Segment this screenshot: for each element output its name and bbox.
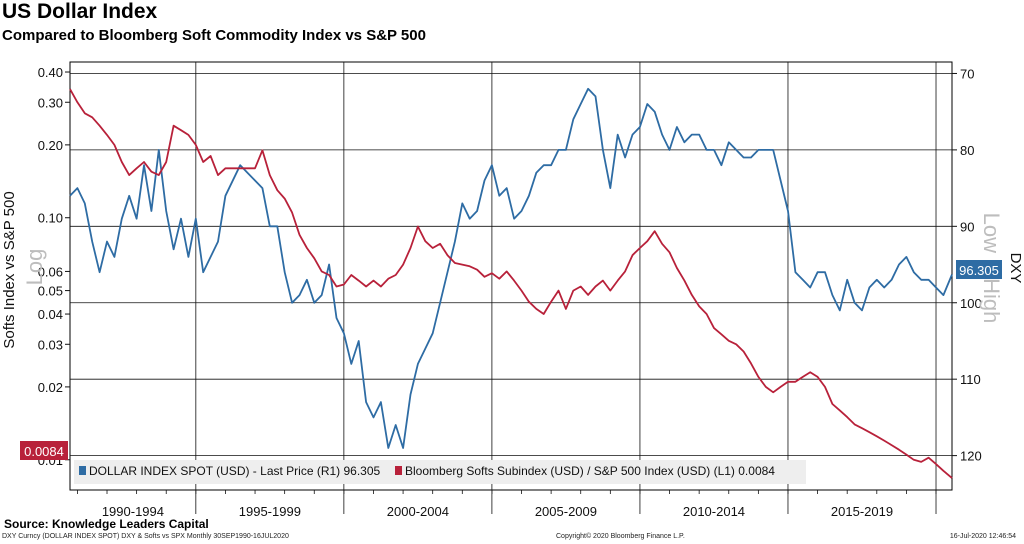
softs-ratio-series-line (69, 88, 953, 479)
left-tick-label-2: 0.20 (38, 138, 63, 153)
right-tick-label-120: 120 (960, 449, 982, 464)
x-axis-period-labels: 1990-1994 1995-1999 2000-2004 2005-2009 2010… (102, 504, 893, 519)
dxy-last-value-tag: 96.305 (956, 260, 1002, 279)
right-tick-label-70: 70 (960, 66, 974, 81)
left-tick-label-5: 0.05 (38, 284, 63, 299)
timestamp: 16-Jul-2020 12:46:54 (949, 533, 1016, 540)
x-period-label-5: 2015-2019 (831, 504, 893, 519)
dxy-tag-background (956, 260, 1002, 279)
x-period-label-2: 2000-2004 (387, 504, 449, 519)
right-axis-label: DXY (1007, 253, 1024, 284)
copyright-note: Copyright© 2020 Bloomberg Finance L.P. (556, 533, 685, 540)
legend-label-softs: Bloomberg Softs Subindex (USD) / S&P 500… (405, 464, 775, 478)
x-period-label-3: 2005-2009 (535, 504, 597, 519)
legend-label-dxy: DOLLAR INDEX SPOT (USD) - Last Price (R1… (89, 464, 381, 478)
left-axis-scale-note: Log (22, 249, 47, 286)
source-note: Source: Knowledge Leaders Capital (4, 517, 209, 531)
left-tick-label-1: 0.30 (38, 95, 63, 110)
x-period-label-4: 2010-2014 (683, 504, 745, 519)
legend-swatch-softs (395, 466, 402, 475)
left-tick-label-4: 0.06 (38, 264, 63, 279)
right-tick-label-80: 80 (960, 143, 974, 158)
softs-tag-background (20, 441, 68, 460)
series-lines (69, 87, 953, 479)
legend-box (74, 460, 806, 484)
left-tick-label-0: 0.40 (38, 65, 63, 80)
x-period-label-0: 1990-1994 (102, 504, 164, 519)
gridlines (70, 62, 952, 514)
ticker-line: DXY Curncy (DOLLAR INDEX SPOT) DXY & Sof… (2, 533, 289, 540)
right-tick-label-90: 90 (960, 219, 974, 234)
right-tick-label-100: 100 (960, 296, 982, 311)
legend: DOLLAR INDEX SPOT (USD) - Last Price (R1… (74, 460, 806, 484)
dxy-series-line (69, 87, 953, 449)
softs-tag-value: 0.0084 (24, 444, 64, 459)
x-period-label-1: 1995-1999 (239, 504, 301, 519)
dxy-tag-value: 96.305 (959, 263, 999, 278)
legend-swatch-dxy (79, 466, 86, 475)
left-axis-label: Softs Index vs S&P 500 (1, 191, 18, 348)
left-tick-label-8: 0.02 (38, 380, 63, 395)
left-tick-label-7: 0.03 (38, 337, 63, 352)
right-tick-label-110: 110 (960, 372, 981, 387)
chart-subtitle: Compared to Bloomberg Soft Commodity Ind… (2, 27, 426, 44)
right-axis-ticks: 70 80 90 100 110 120 (952, 66, 982, 464)
chart-title: US Dollar Index (2, 0, 158, 23)
softs-last-value-tag: 0.0084 (20, 441, 68, 460)
left-axis-ticks: 0.400.300.200.100.060.050.040.030.020.01 (38, 65, 70, 468)
left-tick-label-6: 0.04 (38, 307, 63, 322)
left-tick-label-3: 0.10 (38, 211, 63, 226)
